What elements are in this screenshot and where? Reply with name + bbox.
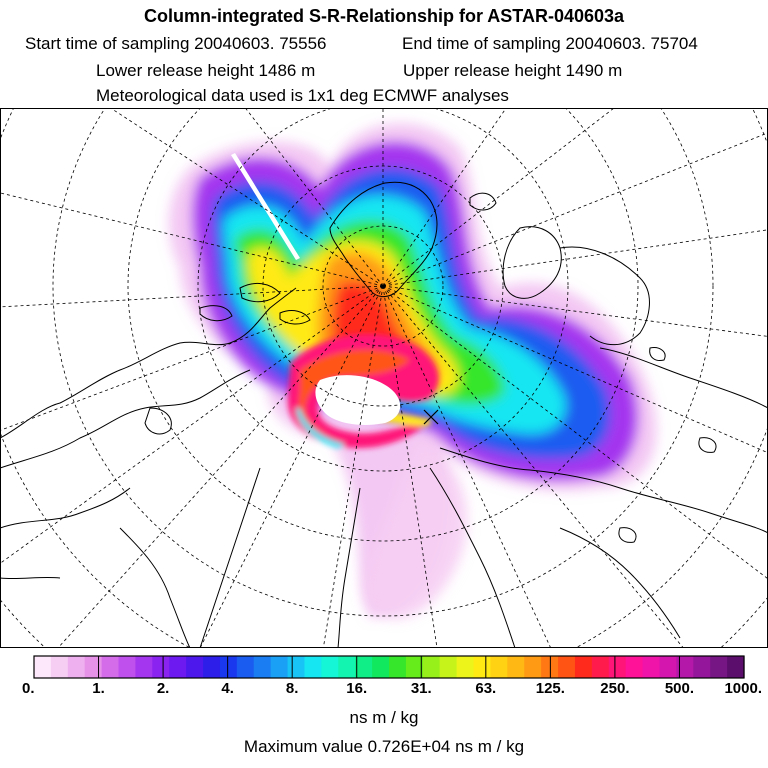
colorbar-tick-label: 31. [411, 680, 432, 697]
colorbar-cells [34, 656, 745, 678]
colorbar-tick-label: 8. [286, 680, 299, 697]
colorbar-cell [591, 656, 610, 678]
colorbar-cell [574, 656, 593, 678]
meteorological-data-label: Meteorological data used is 1x1 deg ECMW… [96, 86, 509, 105]
colorbar-tick-label: 0. [22, 680, 35, 697]
release-gap [315, 375, 401, 425]
colorbar-cell [558, 656, 576, 678]
graticule [0, 108, 768, 648]
max-value-label: Maximum value 0.726E+04 ns m / kg [243, 737, 525, 756]
colorbar-cell [625, 656, 644, 678]
white-streak [231, 153, 300, 260]
upper-release-height-label: Upper release height 1490 m [403, 61, 623, 80]
colorbar-cell [422, 656, 441, 678]
colorbar-cell [608, 656, 627, 678]
colorbar-cell [389, 656, 407, 678]
colorbar-cell [372, 656, 390, 678]
lower-release-height-label: Lower release height 1486 m [96, 61, 316, 80]
polar-map [0, 108, 768, 648]
colorbar-cell [338, 656, 356, 678]
colorbar-unit-label: ns m / kg [349, 708, 419, 727]
colorbar-cell [439, 656, 458, 678]
colorbar-cell [84, 656, 103, 678]
colorbar-cell [659, 656, 677, 678]
release-site-marker [423, 409, 439, 425]
colorbar-cell [219, 656, 238, 678]
colorbar-tick-label: 1000. [724, 680, 762, 697]
colorbar-cell [642, 656, 661, 678]
colorbar-cell [169, 656, 187, 678]
colorbar-cell [101, 656, 120, 678]
figure-title: Column-integrated S-R-Relationship for A… [143, 6, 625, 26]
end-time-label: End time of sampling 20040603. 75704 [402, 34, 698, 53]
colorbar-tick-label: 16. [346, 680, 367, 697]
colorbar-cell [676, 656, 694, 678]
colorbar-cell [34, 656, 52, 678]
colorbar-cell [186, 656, 204, 678]
colorbar-cell [473, 656, 492, 678]
colorbar-cell [693, 656, 711, 678]
colorbar-cell [118, 656, 137, 678]
colorbar-cell [304, 656, 322, 678]
colorbar-cell [50, 656, 69, 678]
colorbar-frame [33, 655, 745, 679]
colorbar-cell [507, 656, 525, 678]
colorbar-tick-label: 1. [92, 680, 105, 697]
colorbar-cell [727, 656, 745, 678]
colorbar-tick-label: 2. [157, 680, 170, 697]
colorbar-cell [321, 656, 339, 678]
colorbar-tick-label: 125. [536, 680, 565, 697]
colorbar-cell [236, 656, 255, 678]
colorbar-cell [152, 656, 170, 678]
colorbar-cell [524, 656, 542, 678]
colorbar-cell [490, 656, 508, 678]
colorbar-tick-label: 63. [475, 680, 496, 697]
colorbar-tick-labels: 0. 1. 2. 4. 8. 16. 31. 63. 125. 250. 500. 1000. [22, 680, 762, 697]
colorbar-cell [405, 656, 424, 678]
colorbar-tick-label: 500. [665, 680, 694, 697]
colorbar-cell [287, 656, 306, 678]
start-time-label: Start time of sampling 20040603. 75556 [25, 34, 327, 53]
colorbar-cell [253, 656, 272, 678]
coastlines [0, 181, 768, 648]
colorbar-cell [135, 656, 153, 678]
colorbar-cell [710, 656, 728, 678]
plume-tail [364, 438, 467, 619]
colorbar-cell [456, 656, 475, 678]
colorbar-cell [67, 656, 86, 678]
colorbar-cell [203, 656, 221, 678]
colorbar-tick-label: 250. [600, 680, 629, 697]
colorbar-cell [270, 656, 289, 678]
colorbar: 0. 1. 2. 4. 8. 16. 31. 63. 125. 250. 500. 1000. [22, 655, 762, 697]
colorbar-tick-label: 4. [221, 680, 234, 697]
colorbar-cell [355, 656, 373, 678]
